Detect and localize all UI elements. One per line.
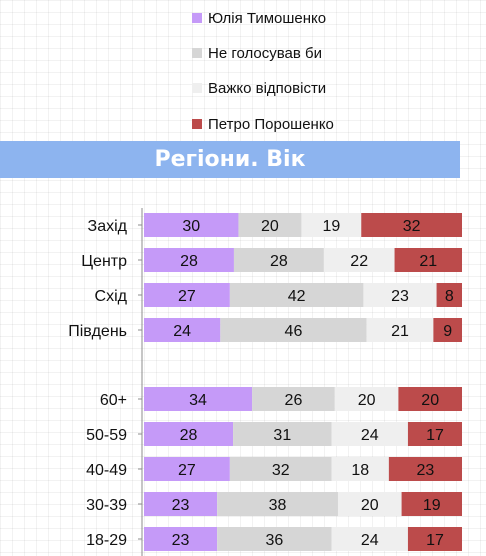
- bar-segment: [401, 492, 462, 516]
- legend-item-would-not-vote: Не голосував би: [192, 43, 322, 63]
- data-label: 17: [426, 532, 444, 549]
- bar-segment: [331, 457, 389, 481]
- bar-segment: [407, 422, 462, 446]
- legend-item-hard-to-say: Важко відповісти: [192, 78, 326, 98]
- data-label: 8: [445, 288, 454, 305]
- data-label: 24: [173, 323, 191, 340]
- bar-segment: [229, 283, 364, 307]
- data-label: 23: [172, 532, 190, 549]
- data-label: 22: [350, 253, 368, 270]
- bar-segment: [363, 283, 437, 307]
- legend-label-would-not-vote: Не голосував би: [208, 44, 323, 62]
- legend-label-tymoshenko: Юлія Тимошенко: [208, 9, 327, 27]
- category-label: 50-59: [86, 427, 127, 444]
- legend-item-tymoshenko: Юлія Тимошенко: [192, 8, 326, 28]
- data-label: 32: [272, 462, 290, 479]
- data-label: 20: [358, 392, 376, 409]
- section-banner: Регіони. Вік: [0, 141, 460, 178]
- bar-segment: [233, 248, 324, 272]
- category-label: 18-29: [86, 532, 127, 549]
- bar-segment: [144, 527, 218, 551]
- bar-segment: [217, 527, 332, 551]
- category-label: Схід: [95, 288, 128, 305]
- data-label: 19: [423, 497, 441, 514]
- data-label: 42: [288, 288, 306, 305]
- data-label: 20: [361, 497, 379, 514]
- bar-segment: [337, 492, 402, 516]
- data-label: 20: [261, 218, 279, 235]
- legend-swatch-hard-to-say: [192, 83, 202, 93]
- bar-segment: [144, 422, 234, 446]
- data-label: 24: [361, 427, 379, 444]
- data-label: 23: [172, 497, 190, 514]
- data-label: 21: [419, 253, 437, 270]
- bar-segment: [398, 387, 462, 411]
- bar-segment: [229, 457, 332, 481]
- category-label: 40-49: [86, 462, 127, 479]
- bar-segment: [407, 527, 462, 551]
- bar-segment: [323, 248, 395, 272]
- data-label: 27: [178, 288, 196, 305]
- data-label: 38: [269, 497, 287, 514]
- category-label: Захід: [88, 218, 128, 235]
- bar-segment: [361, 213, 462, 237]
- bar-segment: [144, 318, 221, 342]
- data-label: 9: [443, 323, 452, 340]
- bar-segment: [144, 387, 253, 411]
- data-label: 20: [421, 392, 439, 409]
- legend-swatch-would-not-vote: [192, 48, 202, 58]
- data-label: 18: [351, 462, 369, 479]
- category-label: 30-39: [86, 497, 127, 514]
- bar-segment: [217, 492, 338, 516]
- legend-label-poroshenko: Петро Порошенко: [208, 115, 334, 133]
- bar-segment: [252, 387, 335, 411]
- bar-segment: [433, 318, 462, 342]
- legend-swatch-poroshenko: [192, 119, 202, 129]
- data-label: 24: [361, 532, 379, 549]
- data-label: 31: [273, 427, 291, 444]
- data-label: 34: [189, 392, 207, 409]
- bar-segment: [144, 283, 230, 307]
- bar-segment: [238, 213, 302, 237]
- bar-segment: [366, 318, 434, 342]
- data-label: 21: [391, 323, 409, 340]
- data-label: 23: [391, 288, 409, 305]
- legend-label-hard-to-say: Важко відповісти: [208, 79, 327, 97]
- data-label: 28: [180, 253, 198, 270]
- legend-swatch-tymoshenko: [192, 13, 202, 23]
- data-label: 28: [270, 253, 288, 270]
- data-label: 23: [417, 462, 435, 479]
- bar-segment: [334, 387, 399, 411]
- category-label: Центр: [81, 253, 127, 270]
- data-label: 27: [178, 462, 196, 479]
- bar-segment: [144, 213, 239, 237]
- bar-segment: [220, 318, 367, 342]
- bar-segment: [394, 248, 462, 272]
- bar-segment: [331, 422, 408, 446]
- data-label: 28: [180, 427, 198, 444]
- bar-segment: [301, 213, 362, 237]
- bar-segment: [144, 457, 230, 481]
- bar-segment: [388, 457, 462, 481]
- category-label: 60+: [100, 392, 127, 409]
- data-label: 32: [403, 218, 421, 235]
- category-label: Південь: [68, 323, 127, 340]
- data-label: 26: [285, 392, 303, 409]
- data-label: 17: [426, 427, 444, 444]
- legend-item-poroshenko: Петро Порошенко: [192, 114, 334, 134]
- bar-segment: [144, 248, 234, 272]
- data-label: 19: [322, 218, 340, 235]
- data-label: 36: [265, 532, 283, 549]
- bar-segment: [331, 527, 408, 551]
- bar-segment: [233, 422, 332, 446]
- bar-segment: [436, 283, 462, 307]
- data-label: 30: [182, 218, 200, 235]
- data-label: 46: [285, 323, 303, 340]
- bar-segment: [144, 492, 218, 516]
